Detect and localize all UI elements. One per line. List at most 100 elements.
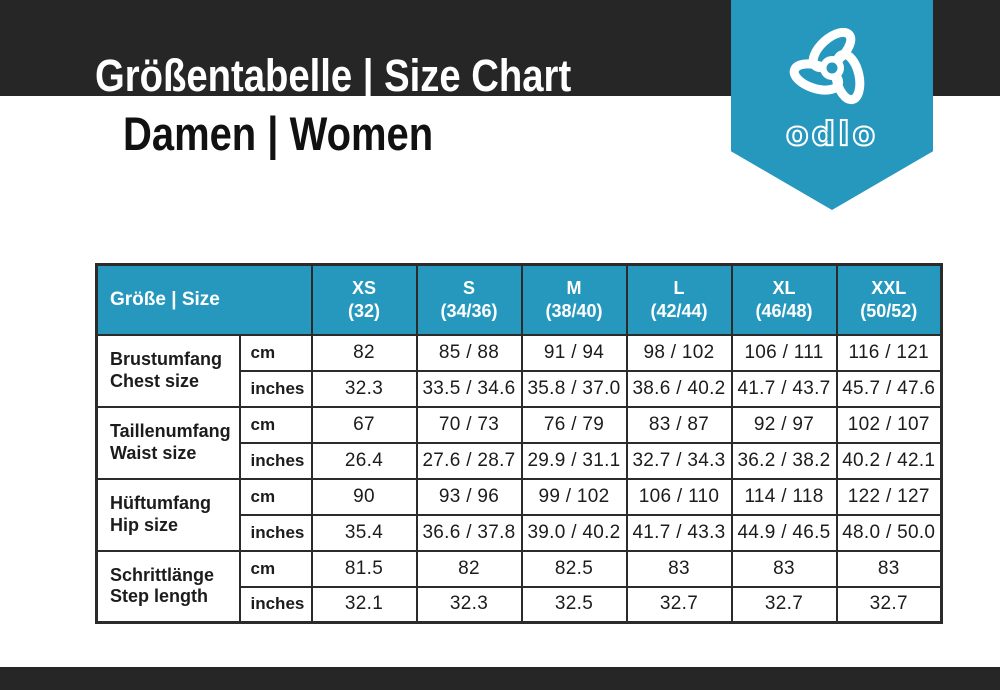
brand-wordmark: odlo xyxy=(786,114,878,153)
row-label-en: Hip size xyxy=(110,514,179,535)
unit-label-inches: inches xyxy=(238,369,313,408)
size-label: M xyxy=(566,278,582,299)
table-cell: 106 / 111 xyxy=(730,333,838,372)
table-cell: 83 xyxy=(835,549,943,588)
size-range: (34/36) xyxy=(440,300,498,321)
table-row-hip-inches: inches 35.4 36.6 / 37.8 39.0 / 40.2 41.7… xyxy=(97,513,943,552)
row-label-de: Brustumfang xyxy=(110,348,222,369)
size-range: (42/44) xyxy=(650,300,708,321)
size-label: L xyxy=(673,278,685,299)
unit-label-cm: cm xyxy=(238,549,313,588)
table-cell: 27.6 / 28.7 xyxy=(415,441,523,480)
size-column-header-l: L (42/44) xyxy=(625,263,733,336)
table-cell: 32.7 xyxy=(835,585,943,624)
size-range: (38/40) xyxy=(545,300,603,321)
table-cell: 82.5 xyxy=(520,549,628,588)
page-title: Größentabelle | Size Chart xyxy=(95,50,572,101)
size-column-header-xl: XL (46/48) xyxy=(730,263,838,336)
table-cell: 81.5 xyxy=(310,549,418,588)
table-cell: 32.7 xyxy=(730,585,838,624)
size-label: S xyxy=(462,278,475,299)
row-label-en: Chest size xyxy=(110,370,200,391)
table-cell: 83 / 87 xyxy=(625,405,733,444)
table-row-step-cm: Schrittlänge Step length cm 81.5 82 82.5… xyxy=(95,549,943,624)
unit-label-cm: cm xyxy=(238,477,313,516)
table-cell: 40.2 / 42.1 xyxy=(835,441,943,480)
table-corner-header: Größe | Size xyxy=(95,263,313,336)
table-cell: 106 / 110 xyxy=(625,477,733,516)
size-range: (50/52) xyxy=(860,300,918,321)
page-subtitle: Damen | Women xyxy=(123,107,434,160)
size-label: XL xyxy=(772,278,796,299)
row-label-de: Schrittlänge xyxy=(110,564,215,585)
odlo-logo-icon: odlo xyxy=(785,27,878,154)
table-cell: 32.5 xyxy=(520,585,628,624)
table-cell: 32.1 xyxy=(310,585,418,624)
table-cell: 99 / 102 xyxy=(520,477,628,516)
table-cell: 26.4 xyxy=(310,441,418,480)
table-row-waist-cm: Taillenumfang Waist size cm 67 70 / 73 7… xyxy=(95,405,943,480)
table-row-chest-inches: inches 32.3 33.5 / 34.6 35.8 / 37.0 38.6… xyxy=(97,369,943,408)
size-label: XXL xyxy=(871,278,907,299)
footer-band xyxy=(0,667,1000,690)
table-row-hip-cm: Hüftumfang Hip size cm 90 93 / 96 99 / 1… xyxy=(95,477,943,552)
table-cell: 32.3 xyxy=(310,369,418,408)
table-cell: 36.2 / 38.2 xyxy=(730,441,838,480)
table-cell: 32.7 xyxy=(625,585,733,624)
table-cell: 29.9 / 31.1 xyxy=(520,441,628,480)
brand-ribbon: odlo xyxy=(731,0,933,210)
size-column-header-xxl: XXL (50/52) xyxy=(835,263,943,336)
table-cell: 41.7 / 43.7 xyxy=(730,369,838,408)
size-label: XS xyxy=(351,278,376,299)
table-row-waist-inches: inches 26.4 27.6 / 28.7 29.9 / 31.1 32.7… xyxy=(97,441,943,480)
size-column-header-m: M (38/40) xyxy=(520,263,628,336)
table-cell: 122 / 127 xyxy=(835,477,943,516)
table-cell: 93 / 96 xyxy=(415,477,523,516)
table-cell: 32.7 / 34.3 xyxy=(625,441,733,480)
table-cell: 90 xyxy=(310,477,418,516)
table-cell: 41.7 / 43.3 xyxy=(625,513,733,552)
table-cell: 92 / 97 xyxy=(730,405,838,444)
table-cell: 32.3 xyxy=(415,585,523,624)
row-label-hip: Hüftumfang Hip size xyxy=(95,477,241,552)
row-label-en: Waist size xyxy=(110,442,197,463)
table-cell: 98 / 102 xyxy=(625,333,733,372)
size-range: (32) xyxy=(347,300,380,321)
table-cell: 48.0 / 50.0 xyxy=(835,513,943,552)
table-cell: 39.0 / 40.2 xyxy=(520,513,628,552)
table-cell: 38.6 / 40.2 xyxy=(625,369,733,408)
row-label-de: Hüftumfang xyxy=(110,492,211,513)
table-cell: 76 / 79 xyxy=(520,405,628,444)
table-cell: 35.4 xyxy=(310,513,418,552)
table-cell: 67 xyxy=(310,405,418,444)
table-cell: 45.7 / 47.6 xyxy=(835,369,943,408)
table-cell: 70 / 73 xyxy=(415,405,523,444)
unit-label-cm: cm xyxy=(238,405,313,444)
table-cell: 102 / 107 xyxy=(835,405,943,444)
table-header-row: Größe | Size XS (32) S (34/36) M (38/40)… xyxy=(95,263,943,336)
size-column-header-xs: XS (32) xyxy=(310,263,418,336)
table-cell: 116 / 121 xyxy=(835,333,943,372)
table-cell: 33.5 / 34.6 xyxy=(415,369,523,408)
table-row-chest-cm: Brustumfang Chest size cm 82 85 / 88 91 … xyxy=(95,333,943,408)
row-label-en: Step length xyxy=(110,586,208,607)
table-cell: 36.6 / 37.8 xyxy=(415,513,523,552)
unit-label-inches: inches xyxy=(238,441,313,480)
unit-label-cm: cm xyxy=(238,333,313,372)
row-label-de: Taillenumfang xyxy=(110,420,231,441)
size-table: Größe | Size XS (32) S (34/36) M (38/40)… xyxy=(95,263,943,624)
table-cell: 91 / 94 xyxy=(520,333,628,372)
table-cell: 85 / 88 xyxy=(415,333,523,372)
size-range: (46/48) xyxy=(755,300,813,321)
table-row-step-inches: inches 32.1 32.3 32.5 32.7 32.7 32.7 xyxy=(97,585,943,624)
table-cell: 83 xyxy=(730,549,838,588)
table-cell: 82 xyxy=(310,333,418,372)
table-cell: 82 xyxy=(415,549,523,588)
size-column-header-s: S (34/36) xyxy=(415,263,523,336)
row-label-chest: Brustumfang Chest size xyxy=(95,333,241,408)
row-label-step-length: Schrittlänge Step length xyxy=(95,549,241,624)
table-cell: 35.8 / 37.0 xyxy=(520,369,628,408)
unit-label-inches: inches xyxy=(238,513,313,552)
table-cell: 114 / 118 xyxy=(730,477,838,516)
